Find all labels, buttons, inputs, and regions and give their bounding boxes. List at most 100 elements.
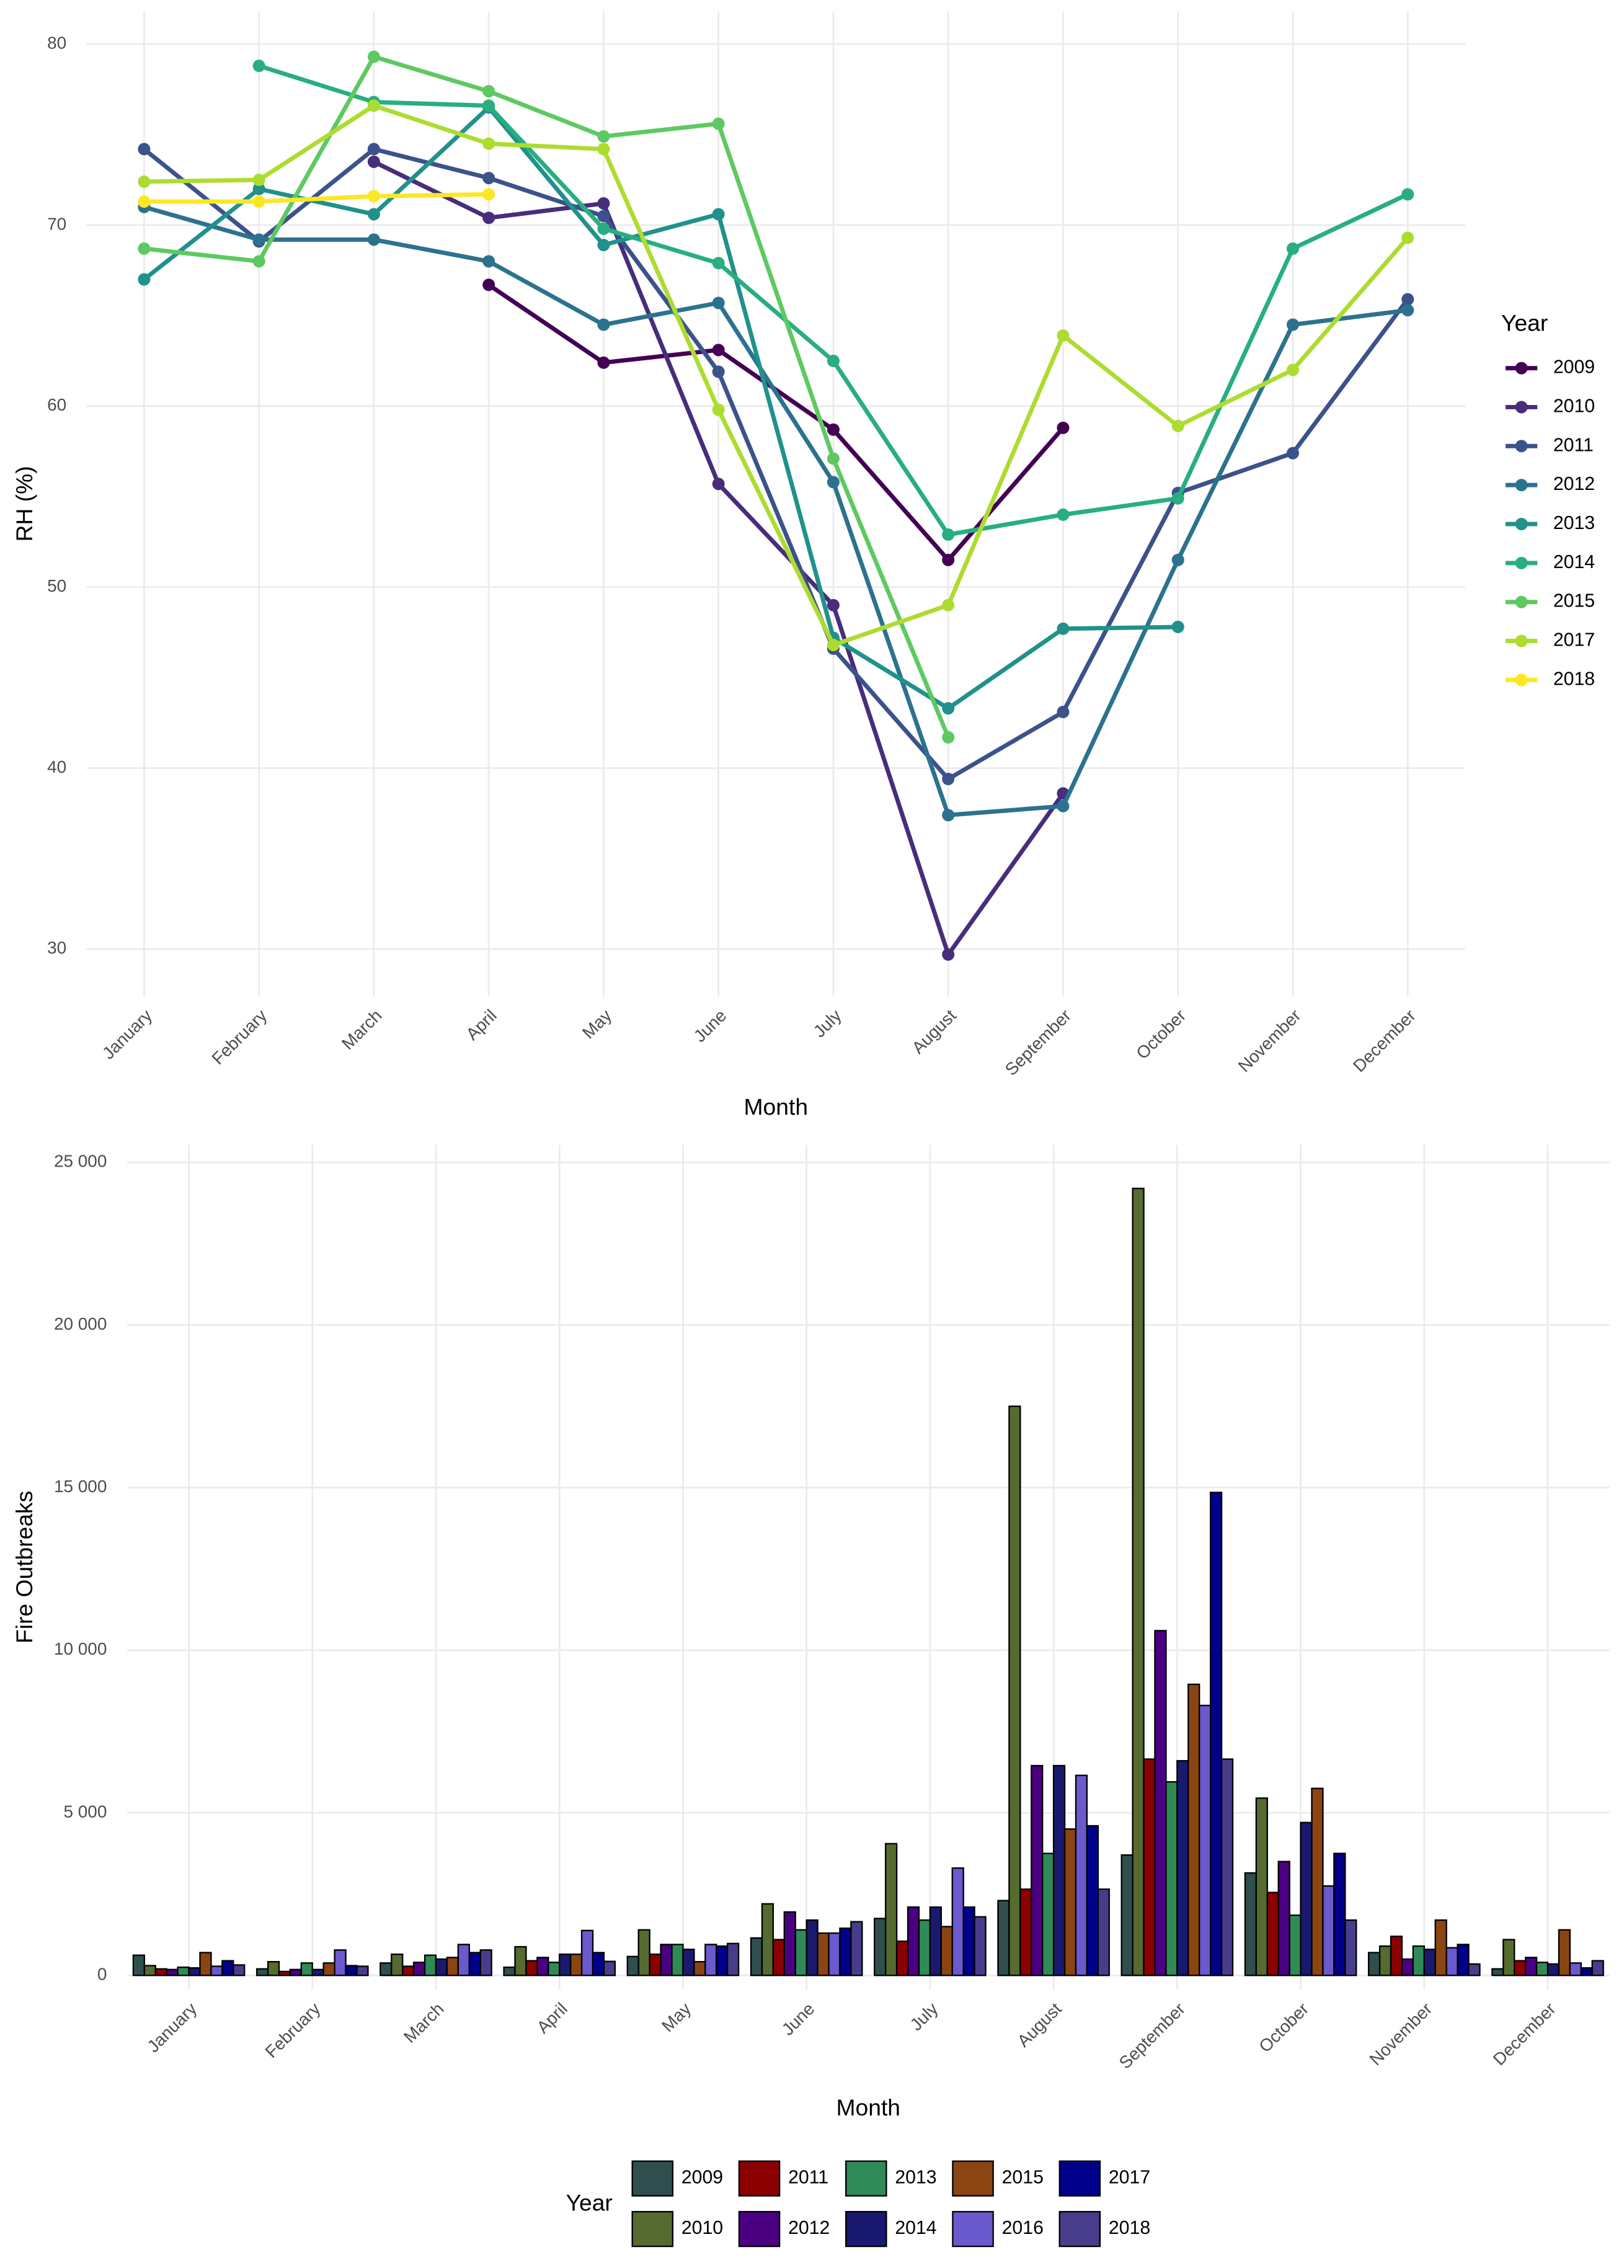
legend-label: 2014 [1553, 552, 1595, 572]
point [1057, 622, 1070, 635]
bar [805, 1919, 819, 1977]
x-tick-label: August [908, 1005, 961, 1057]
point [1057, 799, 1070, 812]
bar [1344, 1919, 1357, 1977]
legend-label: 2016 [1002, 2218, 1044, 2238]
point [138, 242, 151, 255]
bar [1378, 1945, 1392, 1977]
y-tick-label: 20 000 [54, 1314, 107, 1333]
bar [1591, 1960, 1604, 1977]
bar [907, 1906, 920, 1977]
bar [1535, 1962, 1549, 1977]
legend-label: 2009 [1553, 357, 1595, 378]
y-axis-title: Fire Outbreaks [11, 1491, 37, 1643]
bar [379, 1962, 393, 1977]
point [252, 174, 265, 187]
point [597, 239, 610, 252]
bar [1558, 1929, 1571, 1977]
legend-label: 2012 [788, 2218, 830, 2238]
legend-swatch [1058, 2211, 1101, 2248]
bar [503, 1966, 516, 1977]
bar [1546, 1963, 1560, 1977]
bar [1019, 1888, 1032, 1977]
point [252, 182, 265, 195]
point [138, 195, 151, 208]
bar [177, 1966, 190, 1977]
legend-swatch [738, 2211, 781, 2248]
line [143, 205, 1408, 817]
point [1286, 447, 1299, 460]
point [1171, 419, 1184, 432]
bar [435, 1958, 448, 1977]
legend-label: 2017 [1553, 630, 1595, 651]
x-tick-label: November [1366, 1999, 1436, 2069]
legend-label: 2015 [1553, 591, 1595, 611]
bar [569, 1953, 583, 1977]
bar [693, 1960, 706, 1977]
bar [267, 1960, 280, 1977]
point [138, 175, 151, 188]
x-tick-label: September [1001, 1006, 1075, 1080]
bar [649, 1953, 662, 1977]
bar [1390, 1936, 1403, 1977]
point [252, 60, 265, 73]
bar [548, 1962, 561, 1977]
point [827, 476, 840, 489]
point [1286, 363, 1299, 376]
bar [1401, 1958, 1414, 1977]
bar [1300, 1821, 1313, 1977]
point [597, 356, 610, 369]
bar [424, 1954, 437, 1977]
x-tick-label: April [463, 1006, 500, 1044]
y-tick-label: 30 [47, 938, 66, 958]
x-tick-label: July [810, 1006, 845, 1041]
y-tick-label: 40 [47, 757, 66, 776]
legend-point [1515, 362, 1528, 375]
point [827, 423, 840, 436]
x-tick-label: April [533, 1999, 571, 2037]
bar [940, 1926, 953, 1977]
point [597, 222, 610, 235]
bar [514, 1946, 527, 1977]
point [1171, 620, 1184, 633]
point [482, 211, 495, 225]
bar [1052, 1764, 1066, 1977]
x-tick-label: November [1235, 1006, 1305, 1076]
bar [828, 1932, 841, 1977]
bar [1255, 1797, 1268, 1977]
point [712, 208, 725, 221]
bar [895, 1940, 909, 1977]
legend-label: 2017 [1109, 2168, 1150, 2188]
legend-label: 2011 [1553, 435, 1594, 455]
bar [716, 1945, 729, 1977]
bar [345, 1965, 358, 1977]
legend-label: 2013 [1553, 513, 1595, 533]
bar [1491, 1968, 1504, 1977]
bar [536, 1957, 549, 1977]
bar [885, 1843, 898, 1977]
legend-point [1515, 517, 1528, 531]
bar [727, 1942, 740, 1977]
bar [457, 1944, 470, 1977]
bar [704, 1944, 717, 1977]
point [252, 233, 265, 246]
bar [1412, 1945, 1425, 1977]
point [1401, 293, 1414, 306]
bar [255, 1968, 269, 1977]
bar [850, 1921, 863, 1977]
x-tick-label: January [143, 1999, 200, 2056]
x-tick-label: February [208, 1006, 270, 1069]
point [252, 195, 265, 208]
x-tick-label: May [658, 1999, 694, 2035]
bar [402, 1965, 415, 1977]
x-tick-label: February [262, 1999, 324, 2061]
point [138, 273, 151, 286]
bar [1097, 1888, 1110, 1977]
legend-swatch [1058, 2160, 1101, 2197]
legend-point [1515, 674, 1528, 687]
bar [233, 1964, 246, 1977]
y-tick-label: 5 000 [63, 1802, 107, 1821]
y-tick-label: 25 000 [54, 1152, 107, 1171]
bar [166, 1968, 179, 1977]
